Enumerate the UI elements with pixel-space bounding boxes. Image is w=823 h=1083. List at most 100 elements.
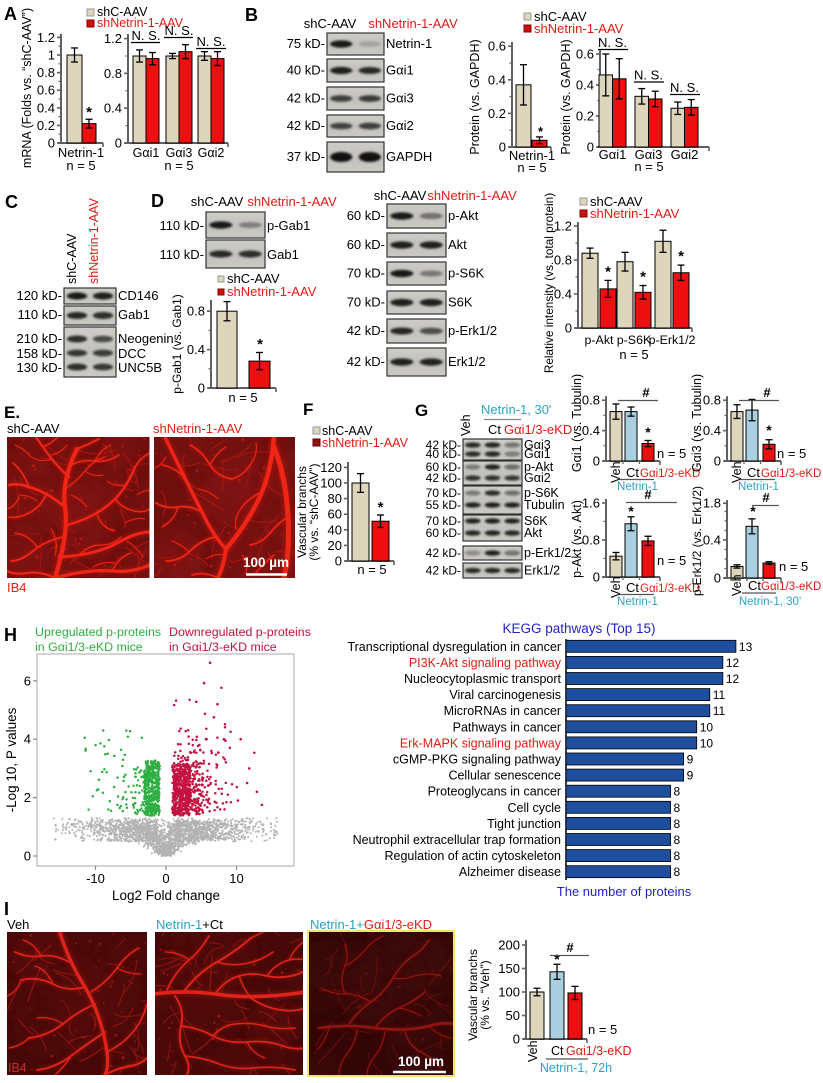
svg-text:130 kD-: 130 kD- xyxy=(16,360,62,375)
svg-text:The number of proteins: The number of proteins xyxy=(557,884,692,899)
svg-text:50: 50 xyxy=(506,1008,520,1023)
svg-text:Gαi1/3-eKD: Gαi1/3-eKD xyxy=(761,468,821,480)
svg-text:Gαi1: Gαi1 xyxy=(524,447,551,461)
svg-text:75 kD-: 75 kD- xyxy=(287,36,325,51)
svg-text:*: * xyxy=(378,499,384,516)
svg-text:p-Akt: p-Akt xyxy=(524,460,554,474)
svg-text:*: * xyxy=(766,422,772,438)
svg-text:Veh: Veh xyxy=(526,1040,540,1062)
svg-text:10: 10 xyxy=(229,871,243,886)
svg-text:1.6: 1.6 xyxy=(582,495,600,510)
svg-text:n = 5: n = 5 xyxy=(779,559,808,574)
svg-text:158 kD-: 158 kD- xyxy=(16,346,62,361)
svg-text:Ct: Ct xyxy=(626,465,639,480)
svg-text:110 kD-: 110 kD- xyxy=(159,247,204,262)
svg-text:4: 4 xyxy=(24,732,31,747)
svg-text:shNetrin-1-AAV: shNetrin-1-AAV xyxy=(247,194,337,209)
svg-text:n = 5: n = 5 xyxy=(228,390,257,405)
svg-text:200: 200 xyxy=(498,938,520,953)
svg-text:Netrin-1: Netrin-1 xyxy=(617,481,658,493)
svg-text:Netrin-1: Netrin-1 xyxy=(386,36,432,51)
svg-text:42 kD-: 42 kD- xyxy=(426,564,461,578)
svg-text:*: * xyxy=(678,248,684,265)
svg-text:p-Gab1 (vs. Gab1): p-Gab1 (vs. Gab1) xyxy=(170,294,184,393)
svg-text:shC-AAV: shC-AAV xyxy=(534,9,587,24)
svg-text:100 µm: 100 µm xyxy=(398,1054,444,1069)
svg-text:#: # xyxy=(642,385,650,400)
svg-text:42 kD-: 42 kD- xyxy=(347,323,385,338)
svg-text:Neogenin: Neogenin xyxy=(118,331,174,346)
svg-text:shC-AAV: shC-AAV xyxy=(7,421,60,436)
svg-text:N. S.: N. S. xyxy=(197,34,226,49)
svg-text:1.2: 1.2 xyxy=(37,30,55,45)
svg-text:n = 5: n = 5 xyxy=(357,562,386,577)
svg-text:Alzheimer disease: Alzheimer disease xyxy=(459,865,561,879)
svg-text:shNetrin-1-AAV: shNetrin-1-AAV xyxy=(97,16,184,30)
svg-text:8: 8 xyxy=(674,817,681,831)
svg-text:40 kD-: 40 kD- xyxy=(426,447,461,461)
svg-text:37 kD-: 37 kD- xyxy=(287,149,325,164)
svg-text:42 kD-: 42 kD- xyxy=(287,91,325,106)
svg-text:0: 0 xyxy=(513,1032,520,1047)
svg-text:100: 100 xyxy=(320,476,342,491)
svg-text:n = 5: n = 5 xyxy=(777,446,806,461)
svg-text:Gαi1 (vs. Tubulin): Gαi1 (vs. Tubulin) xyxy=(570,374,584,472)
svg-text:210 kD-: 210 kD- xyxy=(16,331,62,346)
svg-text:B: B xyxy=(245,5,258,25)
svg-text:*: * xyxy=(628,503,634,519)
svg-text:Log2 Fold change: Log2 Fold change xyxy=(112,888,220,903)
svg-text:Erk1/2: Erk1/2 xyxy=(524,564,560,578)
svg-text:Cellular senescence: Cellular senescence xyxy=(448,769,561,783)
svg-text:60 kD-: 60 kD- xyxy=(426,460,461,474)
svg-text:PI3K-Akt signaling pathway: PI3K-Akt signaling pathway xyxy=(409,656,562,670)
svg-text:Gαi1: Gαi1 xyxy=(133,146,160,160)
svg-text:Netrin-1: Netrin-1 xyxy=(738,481,779,493)
svg-text:0.6: 0.6 xyxy=(576,47,594,62)
svg-text:0: 0 xyxy=(587,140,594,155)
svg-text:0.4: 0.4 xyxy=(187,342,205,357)
svg-text:p-Erk1/2 (vs. Erk1/2): p-Erk1/2 (vs. Erk1/2) xyxy=(690,486,704,596)
svg-text:G: G xyxy=(415,401,428,420)
svg-text:C: C xyxy=(5,192,18,212)
svg-text:Gαi3 (vs. Tubulin): Gαi3 (vs. Tubulin) xyxy=(690,374,704,472)
svg-text:55 kD-: 55 kD- xyxy=(426,498,461,512)
svg-text:1.8: 1.8 xyxy=(703,496,721,511)
svg-text:p-S6K: p-S6K xyxy=(617,333,652,347)
svg-text:0.2: 0.2 xyxy=(37,118,55,133)
svg-text:Ct: Ct xyxy=(551,1044,564,1058)
svg-text:9: 9 xyxy=(687,753,694,767)
svg-text:KEGG pathways (Top 15): KEGG pathways (Top 15) xyxy=(502,621,655,636)
svg-text:Gαi1/3-eKD: Gαi1/3-eKD xyxy=(566,1044,632,1058)
svg-text:Transcriptional dysregulation: Transcriptional dysregulation in cancer xyxy=(347,640,561,654)
svg-text:Gab1: Gab1 xyxy=(118,307,150,322)
svg-text:Gαi2: Gαi2 xyxy=(671,147,699,162)
svg-text:60: 60 xyxy=(328,507,342,522)
svg-text:11: 11 xyxy=(713,704,726,718)
svg-text:Netrin-1: Netrin-1 xyxy=(58,145,104,160)
svg-text:110 kD-: 110 kD- xyxy=(159,218,204,233)
svg-text:Ct: Ct xyxy=(488,422,501,437)
svg-text:shC-AAV: shC-AAV xyxy=(191,194,244,209)
svg-text:Ct: Ct xyxy=(747,465,760,480)
svg-text:p-Gab1: p-Gab1 xyxy=(267,218,310,233)
svg-text:10: 10 xyxy=(700,736,714,750)
svg-text:Netrin-1+Gαi1/3-eKD: Netrin-1+Gαi1/3-eKD xyxy=(310,917,432,932)
svg-text:120: 120 xyxy=(320,460,342,475)
svg-text:0: 0 xyxy=(714,454,721,469)
svg-text:CD146: CD146 xyxy=(118,288,158,303)
svg-text:shC-AAV: shC-AAV xyxy=(227,271,280,286)
svg-text:shC-AAV: shC-AAV xyxy=(304,16,357,31)
svg-text:Akt: Akt xyxy=(524,526,543,540)
svg-text:0.8: 0.8 xyxy=(37,65,55,80)
svg-text:Gαi2: Gαi2 xyxy=(386,118,414,133)
svg-text:8: 8 xyxy=(674,801,681,815)
svg-text:*: * xyxy=(538,124,544,139)
svg-text:Veh: Veh xyxy=(609,576,623,598)
svg-text:UNC5B: UNC5B xyxy=(118,360,162,375)
svg-text:N. S.: N. S. xyxy=(670,80,699,95)
svg-text:6: 6 xyxy=(24,673,31,688)
svg-text:Gαi3: Gαi3 xyxy=(386,91,414,106)
svg-text:42 kD-: 42 kD- xyxy=(426,471,461,485)
svg-text:40 kD-: 40 kD- xyxy=(287,63,325,78)
svg-text:p-S6K: p-S6K xyxy=(524,486,559,500)
